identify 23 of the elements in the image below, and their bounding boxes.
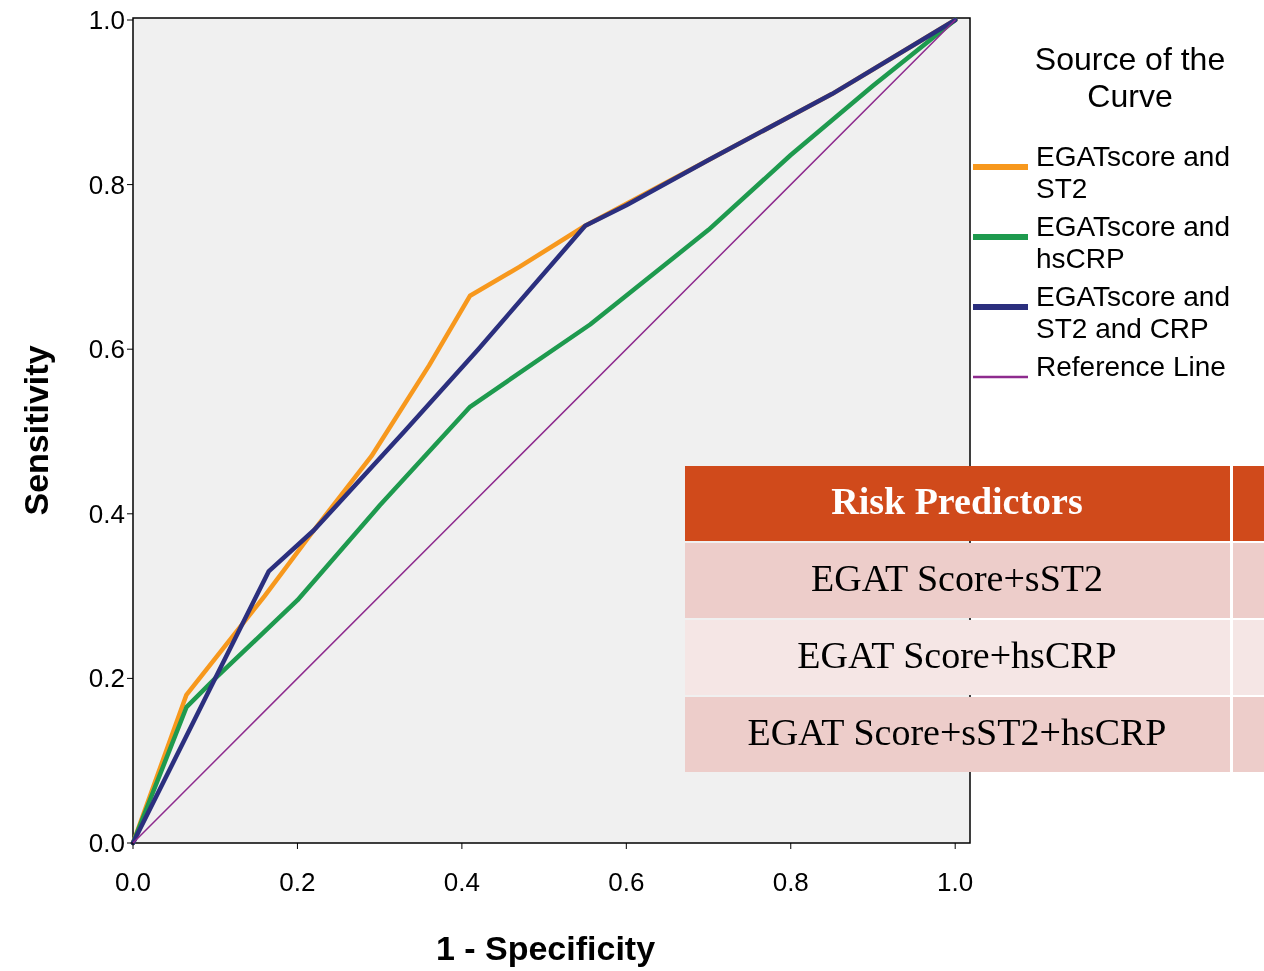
y-axis-title: Sensitivity: [17, 345, 55, 516]
y-tick-label: 0.8: [88, 169, 125, 200]
y-tick-label: 1.0: [88, 5, 125, 35]
x-tick-label: 0.6: [608, 867, 645, 897]
legend-title: Source of the Curve: [1034, 41, 1226, 114]
legend-label: EGATscore and ST2: [1036, 141, 1231, 204]
legend-label: EGATscore and ST2 and CRP: [1036, 281, 1231, 344]
x-axis-title: 1 - Specificity: [435, 929, 656, 967]
y-tick-label: 0.0: [88, 828, 125, 858]
legend-label: EGATscore and hsCRP: [1036, 211, 1231, 274]
annotation: EGAT Score+sST2+hsCRP: [747, 711, 1167, 753]
x-tick-label: 0.0: [114, 867, 152, 897]
annotation: Risk Predictors: [831, 480, 1083, 522]
x-tick-label: 1.0: [937, 867, 974, 897]
legend-label: Reference Line: [1036, 351, 1226, 382]
annotation: EGAT Score+sST2: [811, 557, 1103, 599]
x-tick-label: 0.2: [279, 867, 316, 897]
y-tick-label: 0.4: [88, 498, 125, 529]
x-tick-label: 0.8: [772, 867, 809, 897]
y-tick-label: 0.2: [88, 663, 125, 694]
y-tick-label: 0.6: [88, 334, 125, 365]
annotation: EGAT Score+hsCRP: [797, 634, 1117, 676]
x-tick-label: 0.4: [443, 867, 480, 897]
